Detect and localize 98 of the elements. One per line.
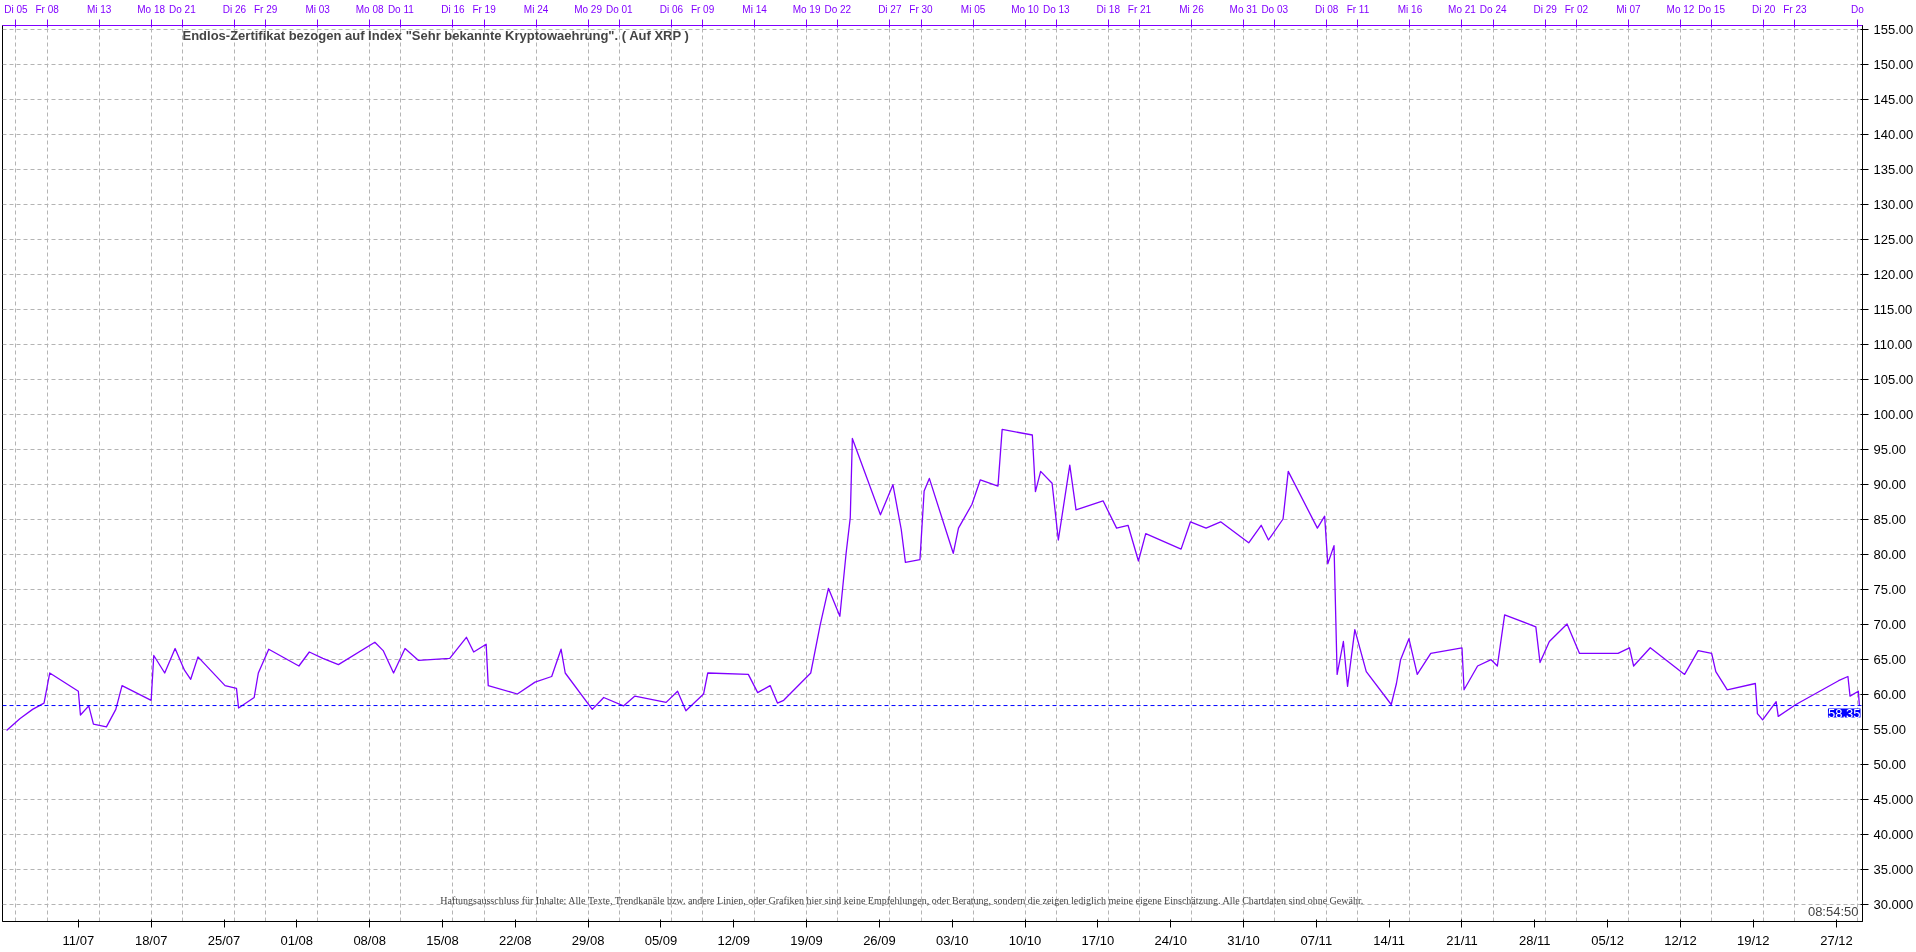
ref-line-label: 58.35	[1827, 705, 1861, 721]
x2-tick-label: Mi 07	[1616, 3, 1642, 15]
x-tick-label: 19/09	[790, 932, 823, 948]
x-tick-label: 29/08	[571, 932, 605, 948]
x-tick-label: 26/09	[863, 932, 896, 948]
annotation: 08:54:50	[1807, 903, 1859, 919]
y-tick-label: 70.00	[1873, 616, 1907, 632]
x-tick-label: 07/11	[1300, 932, 1333, 948]
x2-tick-label: Mo 31	[1229, 3, 1258, 15]
x2-tick-label: Di 18	[1096, 3, 1121, 15]
y-tick-label: 120.00	[1873, 266, 1914, 282]
y-tick-label: 55.00	[1873, 721, 1907, 737]
x-tick-label: 19/12	[1737, 932, 1770, 948]
x2-tick-label: Mo 10	[1011, 3, 1040, 15]
y-tick-label: 145.00	[1873, 91, 1914, 107]
y-tick-label: 35.000	[1873, 861, 1914, 877]
y-tick-label: 105.00	[1873, 371, 1914, 387]
x2-tick-label: Mi 13	[86, 3, 112, 15]
y-tick-label: 60.00	[1873, 686, 1907, 702]
x2-tick-label: Mo 18	[137, 3, 166, 15]
y-tick-label: 45.000	[1873, 791, 1914, 807]
y-tick-label: 40.000	[1873, 826, 1914, 842]
x-tick-label: 18/07	[134, 932, 168, 948]
annotation: Haftungsausschluss für Inhalte: Alle Texte, Trendkanäle bzw. andere Linien, oder Grafiken hier sind keine Empfehlungen, oder Beratung, sondern die zeigen lediglich meine eigene Einschätzung. Alle Chartdaten sind ohne Gewähr.	[440, 895, 1364, 907]
x-tick-label: 11/07	[62, 932, 95, 948]
x2-tick-label: Di 29	[1533, 3, 1558, 15]
y-tick-label: 85.00	[1873, 511, 1907, 527]
x2-tick-label: Fr 30	[909, 3, 934, 15]
x2-tick-label: Do 24	[1479, 3, 1507, 15]
x2-tick-label: Fr 21	[1127, 3, 1152, 15]
x2-tick-label: Fr 23	[1783, 3, 1807, 15]
x-tick-label: 25/07	[207, 932, 241, 948]
x2-tick-label: Mi 26	[1179, 3, 1205, 15]
x-tick-label: 10/10	[1008, 932, 1042, 948]
x2-tick-label: Di 16	[441, 3, 465, 15]
y-tick-label: 115.00	[1873, 301, 1913, 317]
y-tick-label: 100.00	[1873, 406, 1914, 422]
x2-tick-label: Mi 14	[742, 3, 768, 15]
x2-tick-label: Di 26	[222, 3, 247, 15]
x2-tick-label: Do 21	[169, 3, 197, 15]
y-tick-label: 135.00	[1873, 161, 1914, 177]
x2-tick-label: Fr 02	[1564, 3, 1589, 15]
y-tick-label: 110.00	[1873, 336, 1913, 352]
x2-tick-label: Fr 08	[35, 3, 60, 15]
x-tick-label: 21/11	[1446, 932, 1478, 948]
x-tick-label: 12/09	[717, 932, 751, 948]
x2-tick-label: Do 11	[387, 3, 415, 15]
x2-tick-label: Mo 19	[792, 3, 821, 15]
y-tick-label: 140.00	[1873, 126, 1914, 142]
x2-tick-label: Do	[1850, 3, 1865, 15]
x2-tick-label: Mo 29	[574, 3, 603, 15]
chart-title: Endlos-Zertifikat bezogen auf Index "Sehr bekannte Kryptowaehrung". ( Auf XRP )	[182, 27, 689, 43]
x2-tick-label: Do 15	[1698, 3, 1726, 15]
x2-tick-label: Fr 09	[690, 3, 715, 15]
x2-tick-label: Fr 19	[472, 3, 497, 15]
x-tick-label: 31/10	[1227, 932, 1260, 948]
y-tick-label: 50.00	[1873, 756, 1907, 772]
x-tick-label: 24/10	[1154, 932, 1187, 948]
y-tick-label: 155.00	[1873, 21, 1914, 37]
x2-tick-label: Mi 03	[305, 3, 331, 15]
x2-tick-label: Mo 21	[1448, 3, 1477, 15]
y-tick-label: 125.00	[1873, 231, 1914, 247]
x2-tick-label: Di 08	[1315, 3, 1339, 15]
x2-tick-label: Di 06	[659, 3, 684, 15]
y-tick-label: 80.00	[1873, 546, 1907, 562]
x-tick-label: 08/08	[353, 932, 386, 948]
x2-tick-label: Mi 05	[960, 3, 986, 15]
x2-tick-label: Di 05	[4, 3, 29, 15]
x2-tick-label: Fr 29	[253, 3, 278, 15]
y-tick-label: 150.00	[1873, 56, 1914, 72]
x-tick-label: 27/12	[1820, 932, 1853, 948]
y-tick-label: 75.00	[1873, 581, 1907, 597]
x-tick-label: 15/08	[426, 932, 459, 948]
y-tick-label: 130.00	[1873, 196, 1914, 212]
x-tick-label: 03/10	[935, 932, 969, 948]
x2-tick-label: Do 03	[1261, 3, 1289, 15]
x-tick-label: 05/12	[1591, 932, 1624, 948]
x2-tick-label: Mo 12	[1666, 3, 1695, 15]
x2-tick-label: Mi 16	[1397, 3, 1423, 15]
x-tick-label: 12/12	[1664, 932, 1697, 948]
x2-tick-label: Do 22	[824, 3, 852, 15]
x2-tick-label: Mo 08	[355, 3, 384, 15]
x-tick-label: 22/08	[499, 932, 532, 948]
x2-tick-label: Mi 24	[523, 3, 549, 15]
x2-tick-label: Fr 11	[1346, 3, 1370, 15]
x2-tick-label: Di 27	[878, 3, 902, 15]
x-tick-label: 17/10	[1081, 932, 1115, 948]
y-tick-label: 90.00	[1873, 476, 1907, 492]
x-tick-label: 28/11	[1519, 932, 1551, 948]
y-tick-label: 65.00	[1873, 651, 1907, 667]
x2-tick-label: Do 01	[605, 3, 634, 15]
y-tick-label: 30.000	[1873, 896, 1914, 912]
x2-tick-label: Di 20	[1752, 3, 1776, 15]
y-tick-label: 95.00	[1873, 441, 1907, 457]
x2-tick-label: Do 13	[1042, 3, 1071, 15]
x-tick-label: 05/09	[644, 932, 678, 948]
x-tick-label: 01/08	[280, 932, 314, 948]
x-tick-label: 14/11	[1373, 932, 1405, 948]
